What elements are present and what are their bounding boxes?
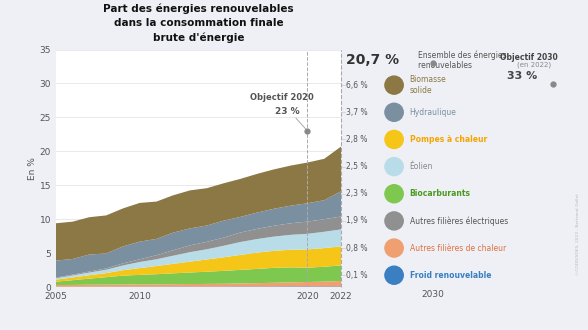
Circle shape — [385, 185, 403, 203]
Text: Biomasse
solide: Biomasse solide — [410, 76, 446, 95]
Text: 2,8 %: 2,8 % — [346, 135, 368, 144]
Text: 1,9 %: 1,9 % — [346, 216, 368, 225]
Circle shape — [385, 266, 403, 284]
Text: Autres filières électriques: Autres filières électriques — [410, 216, 508, 226]
Circle shape — [385, 239, 403, 257]
Circle shape — [385, 103, 403, 121]
Text: 2030: 2030 — [421, 290, 444, 299]
Text: (en 2022): (en 2022) — [517, 61, 551, 68]
Circle shape — [385, 212, 403, 230]
Text: Biocarburants: Biocarburants — [410, 189, 471, 198]
Y-axis label: En %: En % — [28, 157, 36, 180]
Text: 23 %: 23 % — [275, 107, 300, 116]
Text: 33 %: 33 % — [507, 71, 537, 81]
Text: 0,1 %: 0,1 % — [346, 271, 368, 280]
Text: Objectif 2020: Objectif 2020 — [250, 93, 314, 102]
Text: Froid renouvelable: Froid renouvelable — [410, 271, 491, 280]
Text: Éolien: Éolien — [410, 162, 433, 171]
Text: 3,7 %: 3,7 % — [346, 108, 368, 117]
Circle shape — [385, 130, 403, 148]
Title: Part des énergies renouvelables
dans la consommation finale
brute d'énergie: Part des énergies renouvelables dans la … — [103, 4, 294, 43]
Text: 2,3 %: 2,3 % — [346, 189, 368, 198]
Text: 0,8 %: 0,8 % — [346, 244, 368, 252]
Text: Hydraulique: Hydraulique — [410, 108, 457, 117]
Text: renouvelables: renouvelables — [418, 61, 475, 70]
Text: Objectif 2030: Objectif 2030 — [500, 53, 558, 62]
Text: Autres filières de chaleur: Autres filières de chaleur — [410, 244, 506, 252]
Text: 20,7 %: 20,7 % — [346, 53, 399, 67]
Text: 2,5 %: 2,5 % — [346, 162, 368, 171]
Circle shape — [385, 157, 403, 176]
Text: Pompes à chaleur: Pompes à chaleur — [410, 135, 487, 144]
Circle shape — [385, 76, 403, 94]
Text: ©CGDD/SDES, 2023 - Bertrand Gallet: ©CGDD/SDES, 2023 - Bertrand Gallet — [576, 193, 580, 275]
Text: Ensemble des énergies: Ensemble des énergies — [418, 51, 507, 60]
Text: 6,6 %: 6,6 % — [346, 81, 368, 90]
